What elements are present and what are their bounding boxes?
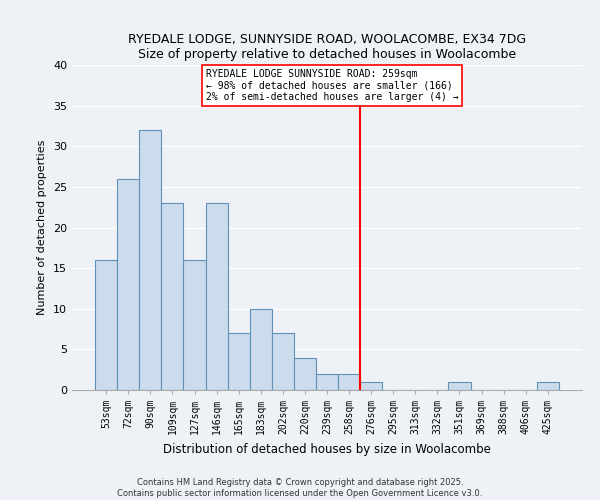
Bar (161, 203, 184, 390)
Bar (184, 260, 206, 390)
Bar (95, 260, 117, 390)
Bar (139, 130, 161, 390)
Bar (227, 333, 250, 390)
X-axis label: Distribution of detached houses by size in Woolacombe: Distribution of detached houses by size … (163, 442, 491, 456)
Y-axis label: Number of detached properties: Number of detached properties (37, 140, 47, 315)
Bar (250, 308, 272, 390)
Bar (316, 374, 338, 390)
Bar (537, 382, 559, 390)
Bar (206, 203, 227, 390)
Bar (294, 358, 316, 390)
Text: Contains HM Land Registry data © Crown copyright and database right 2025.
Contai: Contains HM Land Registry data © Crown c… (118, 478, 482, 498)
Bar (360, 382, 382, 390)
Title: RYEDALE LODGE, SUNNYSIDE ROAD, WOOLACOMBE, EX34 7DG
Size of property relative to: RYEDALE LODGE, SUNNYSIDE ROAD, WOOLACOMB… (128, 33, 526, 61)
Bar (272, 333, 294, 390)
Text: RYEDALE LODGE SUNNYSIDE ROAD: 259sqm
← 98% of detached houses are smaller (166)
: RYEDALE LODGE SUNNYSIDE ROAD: 259sqm ← 9… (206, 69, 458, 102)
Bar (448, 382, 470, 390)
Bar (338, 374, 360, 390)
Bar (117, 179, 139, 390)
